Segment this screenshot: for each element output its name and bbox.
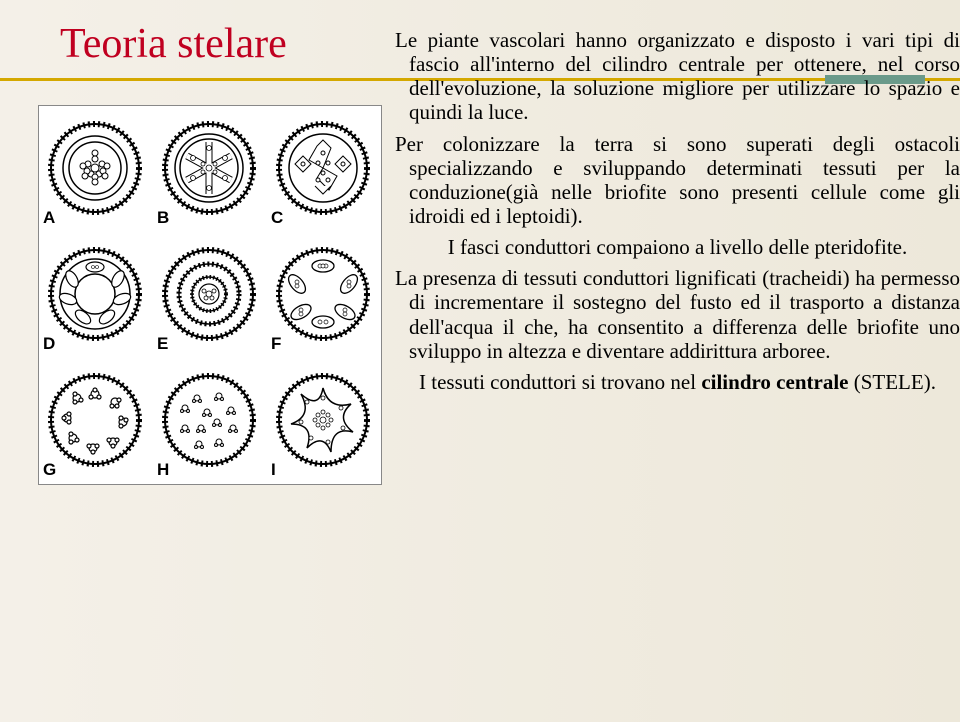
paragraph: I tessuti conduttori si trovano nel cili…	[395, 370, 960, 394]
paragraph: Per colonizzare la terra si sono superat…	[395, 132, 960, 229]
cell-label: E	[157, 334, 168, 354]
diagram-cell-e: E	[153, 232, 265, 356]
protostele-icon	[45, 118, 145, 218]
cell-label: C	[271, 208, 283, 228]
dictyostele-icon	[273, 244, 373, 344]
body-text-column: Le piante vascolari hanno organizzato e …	[395, 28, 960, 401]
cell-label: F	[271, 334, 281, 354]
actinostele-star-icon	[273, 370, 373, 470]
siphonostele-icon	[45, 244, 145, 344]
plectostele-icon	[273, 118, 373, 218]
stele-diagram-grid: A B	[38, 105, 382, 485]
cell-label: B	[157, 208, 169, 228]
atactostele-icon	[159, 370, 259, 470]
paragraph: I fasci conduttori compaiono a livello d…	[395, 235, 960, 259]
solenostele-icon	[159, 244, 259, 344]
diagram-cell-f: F	[267, 232, 379, 356]
slide-title: Teoria stelare	[60, 20, 287, 68]
diagram-cell-a: A	[39, 106, 151, 230]
eustele-icon	[45, 370, 145, 470]
diagram-cell-h: H	[153, 358, 265, 482]
cell-label: H	[157, 460, 169, 480]
diagram-cell-g: G	[39, 358, 151, 482]
diagram-cell-b: B	[153, 106, 265, 230]
cell-label: I	[271, 460, 276, 480]
paragraph: La presenza di tessuti conduttori lignif…	[395, 266, 960, 363]
paragraph: Le piante vascolari hanno organizzato e …	[395, 28, 960, 125]
diagram-cell-c: C	[267, 106, 379, 230]
diagram-cell-i: I	[267, 358, 379, 482]
diagram-cell-d: D	[39, 232, 151, 356]
cell-label: A	[43, 208, 55, 228]
cell-label: D	[43, 334, 55, 354]
actinostele-icon	[159, 118, 259, 218]
cell-label: G	[43, 460, 56, 480]
